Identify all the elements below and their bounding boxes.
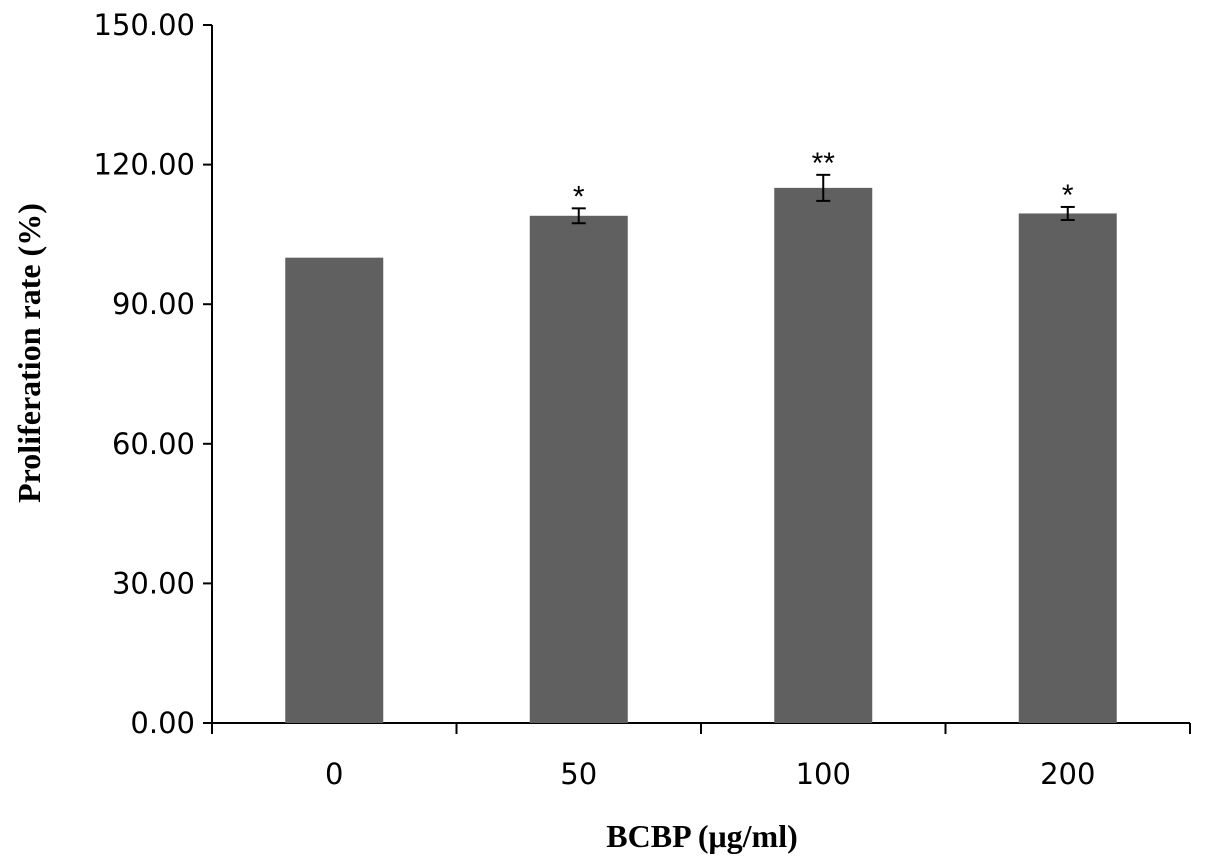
significance-marker: * [1062,179,1074,212]
significance-marker: ** [812,147,836,180]
significance-marker: * [573,180,585,213]
error-bars-layer [571,173,1075,225]
x-tick-label: 0 [325,757,343,791]
x-axis-title: BCBP (μg/ml) [606,818,797,854]
y-tick-label: 30.00 [112,566,195,600]
error-bar [1060,205,1075,221]
error-bar [571,207,586,225]
x-tick-label: 100 [796,757,851,791]
x-axis-ticks: 0 50 100 200 [211,723,1191,791]
bar [285,257,384,723]
y-tick-label: 120.00 [94,148,195,182]
x-tick-label: 200 [1040,757,1095,791]
y-tick-label: 150.00 [94,8,195,42]
bar [529,215,628,723]
bars-layer [285,187,1117,723]
error-bar [816,173,831,202]
y-axis-title: Proliferation rate (%) [11,203,47,503]
y-tick-label: 0.00 [130,706,195,740]
bar [774,187,873,723]
bar [1018,213,1117,723]
y-axis-ticks: 0.00 30.00 60.00 90.00 120.00 150.00 [94,8,212,740]
significance-layer: **** [573,147,1074,214]
x-tick-label: 50 [560,757,597,791]
y-tick-label: 60.00 [112,427,195,461]
y-tick-label: 90.00 [112,287,195,321]
